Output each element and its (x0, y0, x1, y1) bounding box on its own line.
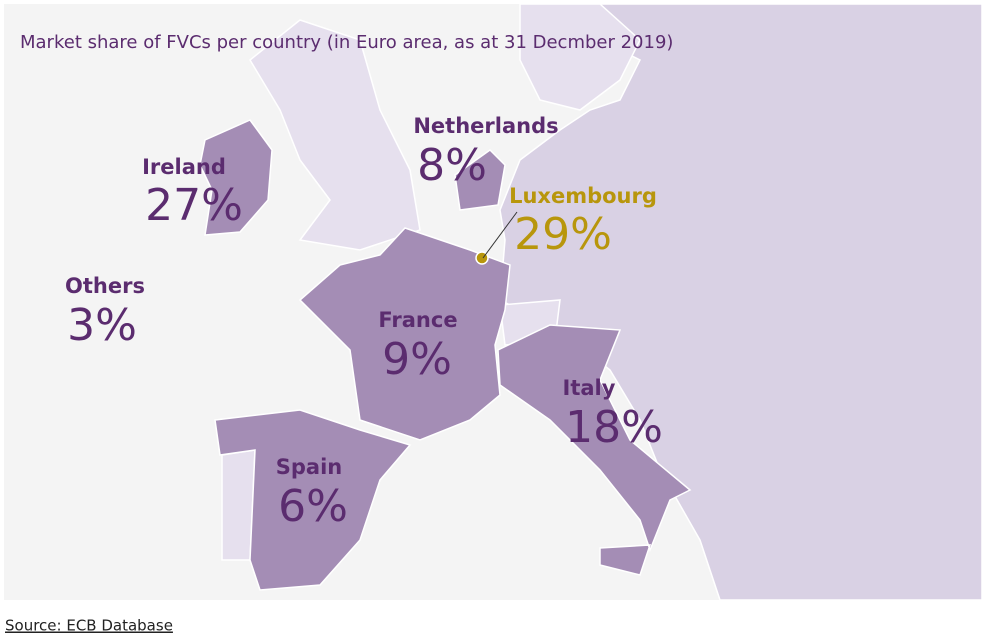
share-label: 27% (145, 180, 243, 231)
italy (497, 324, 692, 576)
country-label: Others (65, 274, 145, 298)
scandinavia (519, 3, 641, 111)
country-label: Ireland (142, 155, 226, 179)
source: Source: ECB Database (5, 617, 173, 635)
title: Market share of FVCs per country (in Eur… (20, 32, 673, 53)
netherlands (454, 149, 506, 211)
country-label: France (378, 308, 457, 332)
country-label: Spain (276, 455, 342, 479)
ireland (199, 119, 273, 236)
share-label: 6% (278, 481, 348, 532)
share-label: 29% (514, 209, 612, 260)
share-label: 8% (417, 140, 487, 191)
great-britain (249, 19, 421, 251)
share-label: 9% (382, 334, 452, 385)
share-label: 18% (565, 402, 663, 453)
spain (214, 409, 412, 591)
share-label: 3% (67, 300, 137, 351)
country-label: Netherlands (413, 114, 558, 138)
leader-line (482, 211, 518, 259)
country-label: Luxembourg (509, 184, 657, 208)
france (298, 227, 511, 441)
country-label: Italy (563, 376, 616, 400)
